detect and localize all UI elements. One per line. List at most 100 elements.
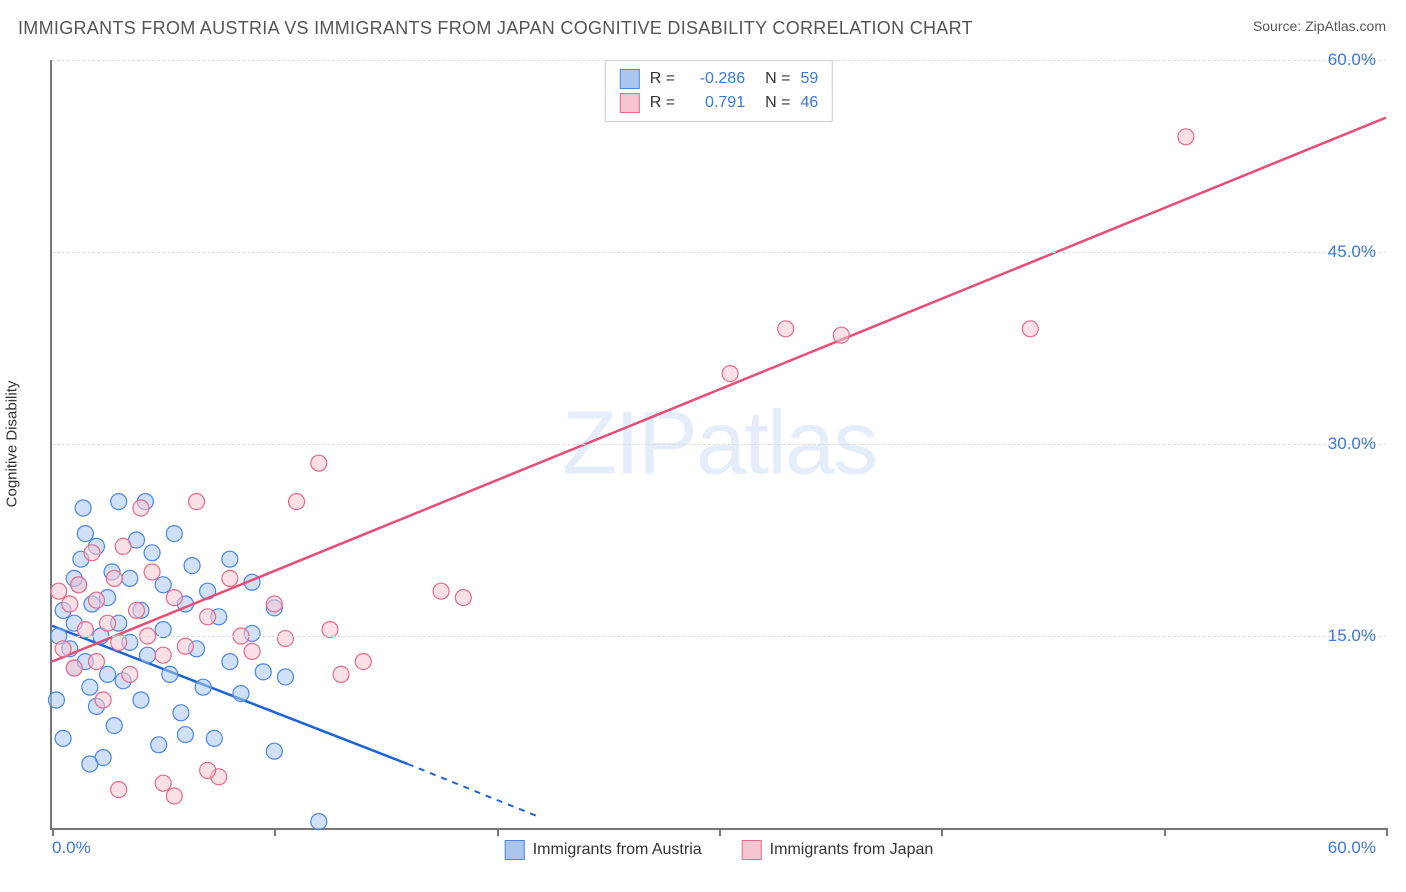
data-point [55,730,71,746]
x-tick [497,828,499,836]
n-value-japan: 46 [800,91,818,115]
y-tick-label: 30.0% [1328,434,1376,454]
y-tick-label: 15.0% [1328,626,1376,646]
x-tick-label-min: 0.0% [52,838,91,858]
gridline [52,252,1386,253]
data-point [51,583,67,599]
data-point [255,664,271,680]
data-point [200,762,216,778]
gridline [52,636,1386,637]
legend-swatch-austria [505,840,525,860]
data-point [177,638,193,654]
data-point [62,596,78,612]
data-point [71,577,87,593]
data-point [177,727,193,743]
x-tick [941,828,943,836]
data-point [144,564,160,580]
data-point [833,327,849,343]
y-tick-label: 60.0% [1328,50,1376,70]
source-prefix: Source: [1253,18,1305,34]
data-point [1178,129,1194,145]
chart-container: IMMIGRANTS FROM AUSTRIA VS IMMIGRANTS FR… [0,0,1406,892]
n-label-japan: N = [765,91,790,115]
data-point [115,538,131,554]
data-point [82,679,98,695]
data-point [122,570,138,586]
data-point [289,494,305,510]
data-point [55,641,71,657]
data-point [311,455,327,471]
data-point [266,743,282,759]
x-tick [274,828,276,836]
legend-label-japan: Immigrants from Japan [770,841,934,859]
chart-title: IMMIGRANTS FROM AUSTRIA VS IMMIGRANTS FR… [18,18,973,39]
data-point [88,592,104,608]
data-point [722,366,738,382]
data-point [66,660,82,676]
data-point [1022,321,1038,337]
x-tick-label-max: 60.0% [1328,838,1376,858]
data-point [155,775,171,791]
data-point [184,558,200,574]
data-point [277,631,293,647]
data-point [166,788,182,804]
data-point [100,666,116,682]
legend-swatch-japan [742,840,762,860]
data-point [455,590,471,606]
data-point [111,782,127,798]
data-point [100,615,116,631]
regression-line [52,118,1386,662]
legend-label-austria: Immigrants from Austria [533,841,702,859]
data-point [166,526,182,542]
regression-line-dashed [408,764,541,818]
data-point [206,730,222,746]
stats-legend-box: R = -0.286 N = 59 R = 0.791 N = 46 [605,60,833,122]
data-point [333,666,349,682]
data-point [222,654,238,670]
stats-row-austria: R = -0.286 N = 59 [620,67,818,91]
gridline [52,444,1386,445]
data-point [77,526,93,542]
data-point [200,609,216,625]
data-point [244,643,260,659]
source-name: ZipAtlas.com [1305,18,1386,34]
data-point [162,666,178,682]
data-point [173,705,189,721]
data-point [233,686,249,702]
data-point [778,321,794,337]
x-tick [1386,828,1388,836]
data-point [277,669,293,685]
data-point [133,692,149,708]
data-point [122,666,138,682]
data-point [106,718,122,734]
data-point [88,654,104,670]
x-tick [52,828,54,836]
data-point [266,596,282,612]
data-point [48,692,64,708]
data-point [75,500,91,516]
n-label-austria: N = [765,67,790,91]
legend-item-austria: Immigrants from Austria [505,840,702,860]
data-point [155,647,171,663]
r-label-austria: R = [650,67,675,91]
x-tick [1164,828,1166,836]
data-point [144,545,160,561]
n-value-austria: 59 [800,67,818,91]
data-point [128,602,144,618]
r-label-japan: R = [650,91,675,115]
r-value-austria: -0.286 [685,67,745,91]
data-point [84,545,100,561]
data-point [111,494,127,510]
x-tick [719,828,721,836]
source-attribution: Source: ZipAtlas.com [1253,18,1386,34]
stats-row-japan: R = 0.791 N = 46 [620,91,818,115]
data-point [222,570,238,586]
data-point [222,551,238,567]
data-point [106,570,122,586]
data-point [355,654,371,670]
plot-area: Cognitive Disability ZIPatlas R = -0.286… [50,60,1386,830]
data-point [140,647,156,663]
data-point [82,756,98,772]
bottom-legend: Immigrants from Austria Immigrants from … [505,840,934,860]
swatch-austria [620,69,640,89]
